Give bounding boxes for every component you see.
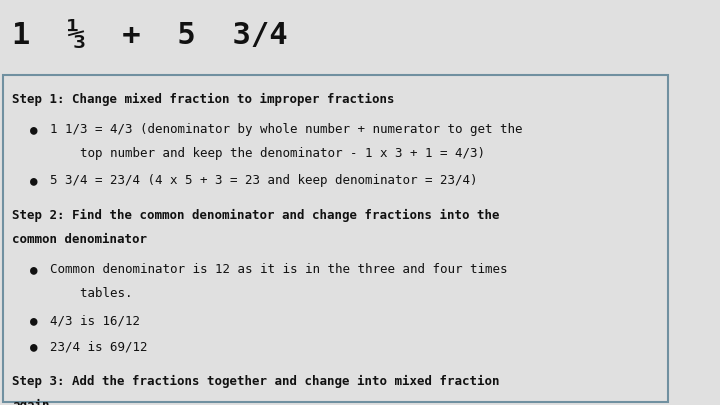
- Text: 1 1/3 = 4/3 (denominator by whole number + numerator to get the: 1 1/3 = 4/3 (denominator by whole number…: [50, 123, 523, 136]
- Text: 1  ⅓  +  5  3/4: 1 ⅓ + 5 3/4: [12, 21, 288, 50]
- Text: common denominator: common denominator: [12, 232, 147, 245]
- Text: Step 1: Change mixed fraction to improper fractions: Step 1: Change mixed fraction to imprope…: [12, 93, 395, 106]
- Text: again: again: [12, 399, 50, 405]
- Text: 4/3 is 16/12: 4/3 is 16/12: [50, 314, 140, 327]
- Text: ●: ●: [30, 123, 37, 136]
- Text: ●: ●: [30, 314, 37, 327]
- Text: Common denominator is 12 as it is in the three and four times: Common denominator is 12 as it is in the…: [50, 263, 508, 276]
- Text: 5 3/4 = 23/4 (4 x 5 + 3 = 23 and keep denominator = 23/4): 5 3/4 = 23/4 (4 x 5 + 3 = 23 and keep de…: [50, 174, 478, 187]
- Text: 23/4 is 69/12: 23/4 is 69/12: [50, 340, 148, 353]
- Text: top number and keep the denominator - 1 x 3 + 1 = 4/3): top number and keep the denominator - 1 …: [50, 147, 485, 160]
- Text: ●: ●: [30, 340, 37, 353]
- Text: Step 2: Find the common denominator and change fractions into the: Step 2: Find the common denominator and …: [12, 209, 500, 222]
- Text: Step 3: Add the fractions together and change into mixed fraction: Step 3: Add the fractions together and c…: [12, 375, 500, 388]
- Text: ●: ●: [30, 174, 37, 187]
- Text: ●: ●: [30, 263, 37, 276]
- Text: tables.: tables.: [50, 287, 133, 300]
